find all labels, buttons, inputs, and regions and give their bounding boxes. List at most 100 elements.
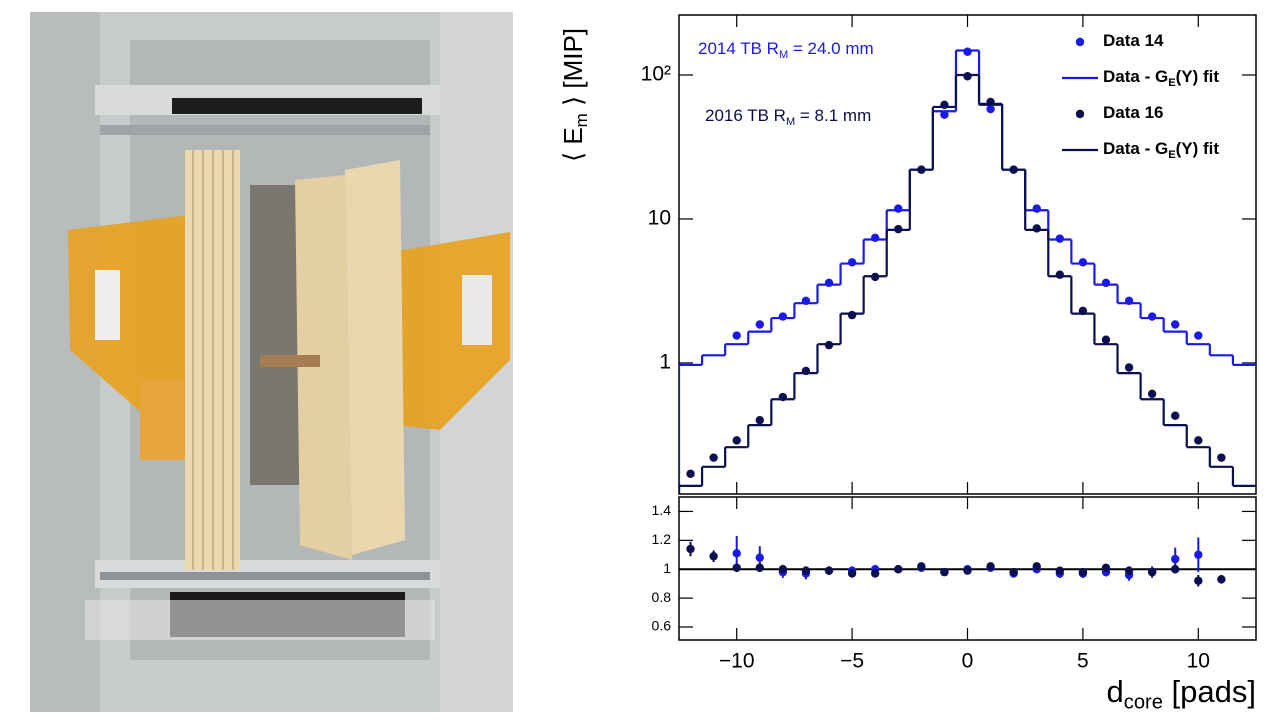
text-part: 2016 TB R [705, 106, 786, 125]
y-tick-label: 10 [648, 207, 671, 230]
series [686, 541, 1226, 587]
point [963, 47, 972, 56]
point [732, 549, 741, 558]
point [1101, 563, 1111, 572]
point [1101, 335, 1111, 344]
point [1147, 312, 1157, 321]
point [709, 552, 718, 561]
point [1078, 258, 1088, 267]
point [755, 320, 764, 329]
point [940, 110, 949, 119]
point [1124, 566, 1134, 575]
point [986, 562, 995, 571]
text-part: (Y) fit [1176, 67, 1220, 86]
legend-label: Data - GE(Y) fit [1103, 67, 1219, 89]
photo [30, 12, 513, 712]
x-tick-label: 0 [962, 650, 974, 673]
point [1147, 567, 1157, 577]
point [686, 469, 695, 478]
text-part: = 8.1 mm [795, 106, 871, 125]
legend-marker [1075, 37, 1085, 47]
subscript: E [1168, 77, 1175, 89]
point [801, 566, 811, 575]
legend-label: Data 16 [1103, 103, 1163, 122]
point [1055, 270, 1065, 279]
text-part: [pads] [1163, 674, 1256, 709]
series [732, 47, 1203, 340]
point [1171, 554, 1180, 564]
point [870, 233, 880, 243]
text-part: Data - G [1103, 67, 1168, 86]
point [732, 331, 741, 340]
x-tick-label: −5 [840, 650, 864, 673]
point [940, 567, 949, 577]
point [1194, 331, 1203, 340]
text-part: ⟨ E [558, 127, 588, 162]
point [778, 312, 788, 321]
point [686, 544, 695, 554]
point [847, 569, 857, 578]
y-axis-label: ⟨ Em ⟩ [MIP] [558, 28, 591, 162]
legend-label: Data 14 [1103, 31, 1164, 50]
series [679, 73, 1256, 494]
y-tick-label: 1.2 [652, 531, 672, 547]
text-part: Data - G [1103, 139, 1168, 158]
point [1171, 320, 1180, 329]
text-part: (Y) fit [1176, 139, 1220, 158]
point [847, 310, 857, 320]
legend-label: Data - GE(Y) fit [1103, 139, 1219, 161]
text-part: d [1107, 674, 1124, 709]
point [778, 565, 788, 574]
x-tick-label: 5 [1077, 650, 1089, 673]
point [1101, 278, 1111, 288]
point [1032, 224, 1041, 233]
y-tick-label: 1 [659, 351, 671, 374]
x-axis-label: dcore [pads] [1107, 674, 1257, 713]
text-part: = 24.0 mm [788, 39, 874, 58]
point [732, 563, 741, 572]
point [1194, 550, 1203, 559]
point [1194, 436, 1203, 445]
point [986, 104, 995, 114]
point [1078, 567, 1088, 577]
subscript: M [779, 49, 788, 61]
subscript: core [1124, 692, 1163, 714]
point [824, 566, 834, 575]
y-tick-label: 1 [663, 560, 671, 576]
point [1217, 453, 1226, 462]
text-part: Data 16 [1103, 103, 1163, 122]
point [709, 453, 718, 462]
y-tick-label: 10² [641, 63, 671, 86]
point [917, 562, 926, 571]
point [1032, 204, 1041, 213]
point [1217, 575, 1226, 584]
point [963, 72, 972, 81]
point [963, 566, 972, 575]
point [1194, 576, 1203, 585]
annotation: 2014 TB RM = 24.0 mm [698, 39, 874, 61]
series [686, 72, 1226, 478]
point [755, 563, 764, 572]
subscript: E [1168, 149, 1175, 161]
point [1009, 567, 1018, 577]
point [755, 553, 764, 562]
text-part: ⟩ [MIP] [558, 28, 588, 113]
point [1055, 566, 1065, 575]
subscript: M [786, 116, 795, 128]
y-tick-label: 0.6 [652, 618, 672, 634]
point [824, 278, 834, 288]
legend-marker [1075, 109, 1085, 119]
x-tick-label: 10 [1187, 650, 1210, 673]
point [755, 416, 764, 425]
x-tick-label: −10 [719, 650, 755, 673]
point [847, 258, 857, 267]
annotation: 2016 TB RM = 8.1 mm [705, 106, 871, 128]
point [894, 565, 903, 574]
point [1171, 411, 1180, 420]
point [732, 436, 741, 445]
point [1147, 389, 1157, 399]
text-part: 2014 TB R [698, 39, 779, 58]
point [1124, 363, 1134, 372]
y-tick-label: 0.8 [652, 589, 672, 605]
